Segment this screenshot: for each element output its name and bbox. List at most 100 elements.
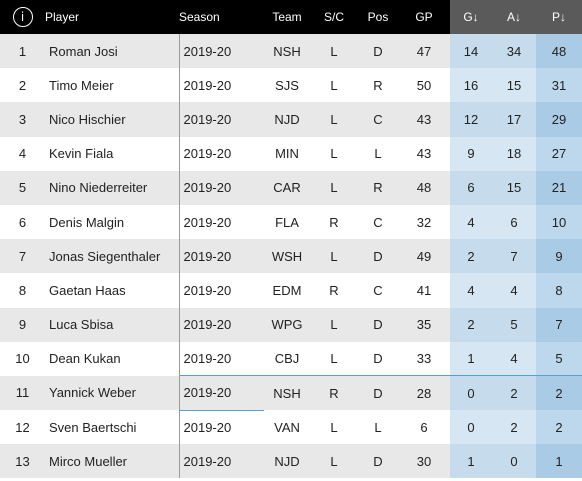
sc-cell: L — [310, 239, 358, 274]
season-cell: 2019-20 — [178, 410, 264, 445]
points-cell: 2 — [536, 375, 582, 411]
season-cell: 2019-20 — [178, 239, 264, 274]
pos-cell: D — [358, 341, 398, 376]
table-row: 3 Nico Hischier 2019-20 NJD L C 43 12 17… — [0, 102, 582, 137]
sc-cell: R — [310, 375, 358, 411]
goals-cell: 9 — [450, 136, 492, 171]
pos-header[interactable]: Pos — [367, 10, 389, 24]
assists-cell: 4 — [492, 273, 536, 308]
assists-cell: 34 — [492, 34, 536, 69]
assists-cell: 7 — [492, 239, 536, 274]
assists-cell: 2 — [492, 375, 536, 411]
team-cell: NJD — [264, 444, 310, 479]
season-cell: 2019-20 — [178, 307, 264, 342]
goals-cell: 16 — [450, 68, 492, 103]
player-cell: Jonas Siegenthaler — [45, 239, 179, 274]
rank-cell: 4 — [0, 136, 45, 171]
points-header[interactable]: P↓ — [536, 0, 582, 34]
gp-cell: 32 — [398, 204, 450, 240]
player-cell: Timo Meier — [45, 68, 179, 103]
team-cell: MIN — [264, 136, 310, 171]
assists-cell: 6 — [492, 204, 536, 240]
points-cell: 10 — [536, 204, 582, 240]
player-cell: Denis Malgin — [45, 204, 179, 240]
rank-cell: 10 — [0, 341, 45, 376]
gp-cell: 48 — [398, 170, 450, 205]
sc-cell: L — [310, 136, 358, 171]
gp-cell: 6 — [398, 410, 450, 445]
season-header[interactable]: Season — [179, 10, 220, 24]
team-cell: NJD — [264, 102, 310, 137]
assists-cell: 18 — [492, 136, 536, 171]
player-cell: Luca Sbisa — [45, 307, 179, 342]
goals-cell: 6 — [450, 170, 492, 205]
goals-header[interactable]: G↓ — [450, 0, 492, 34]
assists-cell: 15 — [492, 170, 536, 205]
season-cell: 2019-20 — [178, 341, 264, 376]
points-cell: 27 — [536, 136, 582, 171]
assists-cell: 17 — [492, 102, 536, 137]
table-row: 2 Timo Meier 2019-20 SJS L R 50 16 15 31 — [0, 68, 582, 103]
player-header[interactable]: Player — [45, 10, 80, 24]
points-cell: 21 — [536, 170, 582, 205]
info-header[interactable]: i — [0, 0, 45, 34]
player-cell: Roman Josi — [45, 34, 179, 69]
points-cell: 31 — [536, 68, 582, 103]
sc-cell: R — [310, 204, 358, 240]
points-cell: 1 — [536, 444, 582, 479]
team-cell: NSH — [264, 34, 310, 69]
team-cell: WPG — [264, 307, 310, 342]
sc-header[interactable]: S/C — [323, 10, 344, 24]
gp-cell: 35 — [398, 307, 450, 342]
rank-cell: 1 — [0, 34, 45, 69]
pos-cell: L — [358, 410, 398, 445]
season-cell: 2019-20 — [178, 444, 264, 479]
season-cell: 2019-20 — [178, 170, 264, 205]
sc-cell: L — [310, 68, 358, 103]
team-cell: VAN — [264, 410, 310, 445]
points-cell: 7 — [536, 307, 582, 342]
pos-cell: D — [358, 444, 398, 479]
team-header[interactable]: Team — [272, 10, 302, 24]
gp-cell: 33 — [398, 341, 450, 376]
goals-cell: 0 — [450, 410, 492, 445]
points-cell: 8 — [536, 273, 582, 308]
table-row: 4 Kevin Fiala 2019-20 MIN L L 43 9 18 27 — [0, 136, 582, 171]
assists-cell: 0 — [492, 444, 536, 479]
table-row: 11 Yannick Weber 2019-20 NSH R D 28 0 2 … — [0, 375, 582, 411]
table-row: 6 Denis Malgin 2019-20 FLA R C 32 4 6 10 — [0, 204, 582, 240]
gp-cell: 28 — [398, 375, 450, 411]
pos-cell: R — [358, 68, 398, 103]
sc-cell: L — [310, 307, 358, 342]
assists-cell: 2 — [492, 410, 536, 445]
goals-cell: 4 — [450, 204, 492, 240]
player-cell: Sven Baertschi — [45, 410, 179, 445]
table-row: 5 Nino Niederreiter 2019-20 CAR L R 48 6… — [0, 170, 582, 205]
sc-cell: L — [310, 410, 358, 445]
gp-cell: 50 — [398, 68, 450, 103]
player-cell: Dean Kukan — [45, 341, 179, 376]
player-cell: Kevin Fiala — [45, 136, 179, 171]
gp-header[interactable]: GP — [415, 10, 433, 24]
goals-cell: 12 — [450, 102, 492, 137]
table-row: 10 Dean Kukan 2019-20 CBJ L D 33 1 4 5 — [0, 341, 582, 376]
header-row: i Player Season Team S/C Pos GP G↓ A↓ P↓ — [0, 0, 582, 34]
season-cell: 2019-20 — [178, 375, 264, 411]
team-cell: CAR — [264, 170, 310, 205]
season-cell: 2019-20 — [178, 102, 264, 137]
points-cell: 2 — [536, 410, 582, 445]
pos-cell: C — [358, 273, 398, 308]
season-cell: 2019-20 — [178, 34, 264, 69]
rank-cell: 7 — [0, 239, 45, 274]
season-cell: 2019-20 — [178, 68, 264, 103]
gp-cell: 49 — [398, 239, 450, 274]
table-row: 12 Sven Baertschi 2019-20 VAN L L 6 0 2 … — [0, 410, 582, 445]
sc-cell: L — [310, 444, 358, 479]
goals-cell: 1 — [450, 444, 492, 479]
assists-header[interactable]: A↓ — [492, 0, 536, 34]
team-cell: CBJ — [264, 341, 310, 376]
table-row: 9 Luca Sbisa 2019-20 WPG L D 35 2 5 7 — [0, 307, 582, 342]
info-icon[interactable]: i — [12, 7, 33, 27]
player-cell: Gaetan Haas — [45, 273, 179, 308]
